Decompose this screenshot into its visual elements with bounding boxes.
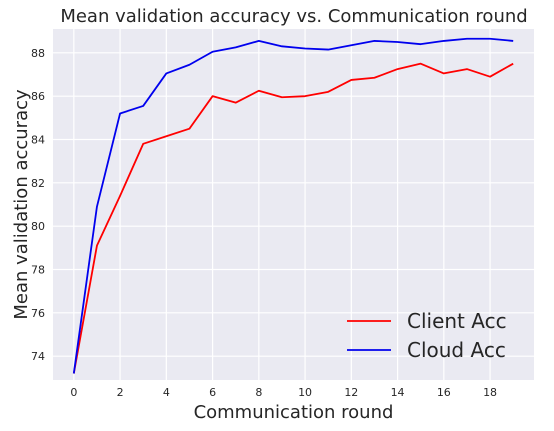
x-tick-label: 10 xyxy=(298,386,312,399)
y-tick-label: 84 xyxy=(31,134,45,147)
legend-label: Client Acc xyxy=(407,309,507,333)
x-tick-labels: 0 2 4 6 8 10 12 14 16 18 xyxy=(70,386,497,399)
x-tick-label: 2 xyxy=(117,386,124,399)
x-tick-label: 18 xyxy=(483,386,497,399)
y-tick-label: 78 xyxy=(31,264,45,277)
x-tick-label: 16 xyxy=(437,386,451,399)
y-tick-labels: 74 76 78 80 82 84 86 88 xyxy=(31,47,45,363)
legend: Client Acc Cloud Acc xyxy=(347,309,507,362)
series-line-2 xyxy=(72,37,514,374)
series-layer xyxy=(72,37,514,374)
y-tick-label: 76 xyxy=(31,307,45,320)
x-tick-label: 8 xyxy=(255,386,262,399)
legend-label: Cloud Acc xyxy=(407,338,506,362)
y-tick-label: 80 xyxy=(31,220,45,233)
x-tick-label: 14 xyxy=(391,386,405,399)
grid xyxy=(53,29,534,380)
y-tick-label: 88 xyxy=(31,47,45,60)
x-axis-label: Communication round xyxy=(194,402,394,423)
series-line-1 xyxy=(72,62,514,374)
y-tick-label: 86 xyxy=(31,90,45,103)
y-tick-label: 82 xyxy=(31,177,45,190)
x-tick-label: 4 xyxy=(163,386,170,399)
x-tick-label: 0 xyxy=(70,386,77,399)
chart-title: Mean validation accuracy vs. Communicati… xyxy=(60,6,527,27)
y-tick-label: 74 xyxy=(31,350,45,363)
y-axis-label: Mean validation accuracy xyxy=(11,89,32,320)
plot-area xyxy=(53,29,534,380)
x-tick-label: 6 xyxy=(209,386,216,399)
x-tick-label: 12 xyxy=(344,386,358,399)
